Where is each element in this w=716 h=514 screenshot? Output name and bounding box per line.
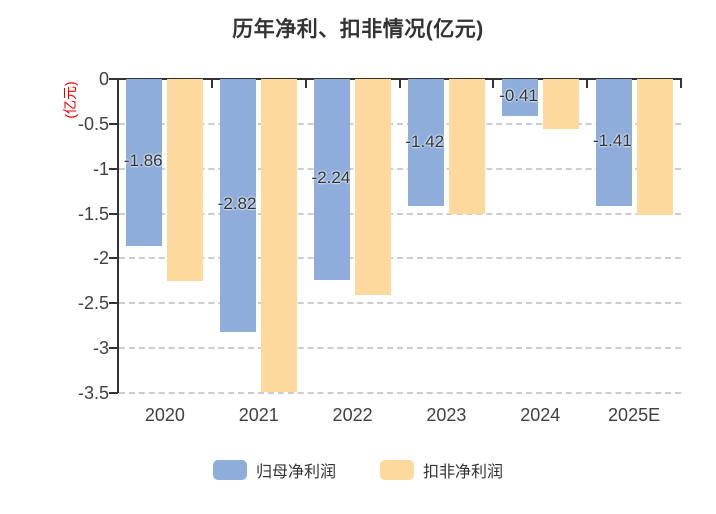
- bar-value-label: -1.41: [593, 131, 632, 151]
- legend-swatch-blue: [212, 460, 247, 480]
- y-axis-tick: [109, 257, 118, 260]
- bar-value-label: -1.86: [123, 151, 163, 171]
- y-axis-tick-label: -3: [92, 338, 109, 359]
- bar-归母净利润-2022[interactable]: [314, 79, 351, 280]
- y-axis-tick: [109, 212, 118, 215]
- bar-扣非净利润-2023[interactable]: [448, 79, 485, 214]
- x-axis-tick-label: 2020: [144, 405, 185, 425]
- plot-area: (亿元) -1.86 -2.82 -2.24 -1.42 -0.41 -1.41 0 -0.…: [62, 69, 682, 425]
- gridline: [119, 212, 681, 215]
- y-axis-tick-label: -1: [92, 158, 109, 179]
- x-axis-tick-label: 2025E: [608, 405, 661, 425]
- x-axis-tick: [210, 80, 213, 88]
- gridline: [119, 302, 681, 305]
- legend-label: 归母净利润: [255, 464, 336, 481]
- gridline: [119, 167, 681, 170]
- y-axis-tick-label: -2.5: [77, 293, 109, 314]
- x-axis-tick-label: 2023: [426, 405, 467, 425]
- bar-扣非净利润-2021[interactable]: [261, 79, 298, 393]
- y-axis-tick: [109, 302, 118, 305]
- legend-item-parent-net-profit[interactable]: 归母净利润: [212, 458, 336, 482]
- y-axis-tick-label: 0: [98, 69, 109, 89]
- x-axis-tick-label: 2024: [520, 405, 561, 425]
- gridline: [119, 122, 681, 125]
- bar-归母净利润-2024[interactable]: [501, 79, 538, 116]
- y-axis-tick: [109, 347, 118, 350]
- bar-归母净利润-2021[interactable]: [220, 79, 257, 332]
- y-axis-tick-label: -0.5: [77, 113, 109, 134]
- legend-swatch-orange: [380, 460, 414, 480]
- gridline: [119, 257, 681, 260]
- bar-value-label: -0.41: [499, 86, 538, 106]
- y-axis-tick: [109, 167, 118, 170]
- y-axis-tick-label: -1.5: [77, 203, 109, 224]
- bar-value-label: -2.82: [217, 194, 257, 214]
- bar-扣非净利润-2022[interactable]: [355, 79, 392, 296]
- x-axis-tick-label: 2021: [238, 405, 279, 425]
- bar-value-label: -2.24: [311, 168, 351, 188]
- legend-label: 扣非净利润: [423, 464, 504, 481]
- legend-item-non-recurring-net-profit[interactable]: 扣非净利润: [380, 458, 503, 482]
- gridline: [119, 347, 681, 350]
- y-axis-tick: [109, 78, 118, 80]
- y-axis-tick: [109, 392, 118, 394]
- chart-title: 历年净利、扣非情况(亿元): [232, 18, 484, 41]
- y-axis-tick-label: -3.5: [77, 383, 109, 403]
- bar-扣非净利润-2025E[interactable]: [636, 79, 673, 215]
- gridline: [119, 392, 681, 394]
- bar-归母净利润-2025E[interactable]: [595, 79, 632, 206]
- bar-扣非净利润-2024[interactable]: [542, 79, 579, 130]
- y-axis-line: [117, 79, 119, 393]
- bar-归母净利润-2023[interactable]: [407, 79, 444, 207]
- y-axis-tick: [109, 122, 118, 125]
- x-axis-tick: [492, 80, 495, 88]
- bar-value-label: -1.42: [405, 131, 445, 151]
- legend: 归母净利润 扣非净利润: [0, 458, 716, 482]
- x-axis-tick-label: 2022: [332, 405, 373, 425]
- x-axis-tick: [680, 80, 682, 88]
- x-axis-line: [117, 78, 682, 80]
- y-axis-tick-label: -2: [92, 248, 109, 269]
- x-axis-tick: [117, 80, 119, 88]
- x-axis-tick: [586, 80, 589, 88]
- x-axis-tick: [304, 80, 307, 88]
- bar-归母净利润-2020[interactable]: [126, 79, 163, 246]
- x-axis-tick: [398, 80, 401, 88]
- bar-扣非净利润-2020[interactable]: [167, 79, 204, 281]
